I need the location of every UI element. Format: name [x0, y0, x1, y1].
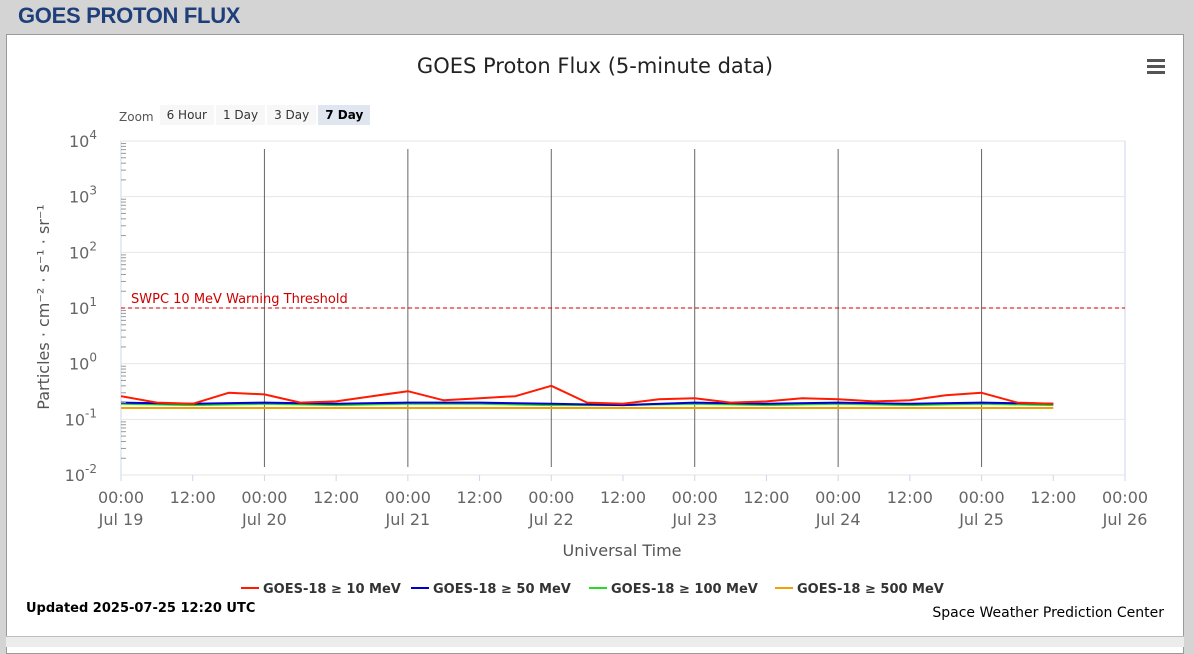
y-tick-label: 10-1 [65, 406, 97, 429]
x-tick-label: 00:00 [1102, 488, 1148, 507]
x-date-label: Jul 23 [671, 510, 717, 529]
x-tick-label: 00:00 [98, 488, 144, 507]
legend: GOES-18 ≥ 10 MeV GOES-18 ≥ 50 MeV GOES-18 … [241, 582, 944, 597]
y-tick-label: 10-2 [65, 462, 97, 485]
y-axis-title: Particles · cm⁻² · s⁻¹ · sr⁻¹ [34, 204, 53, 409]
x-tick-label: 00:00 [815, 488, 861, 507]
threshold-layer: SWPC 10 MeV Warning Threshold [121, 292, 1125, 309]
x-tick-label: 12:00 [170, 488, 216, 507]
x-tick-label: 00:00 [528, 488, 574, 507]
page-header: GOES PROTON FLUX [0, 0, 1194, 33]
y-tick-label: 100 [69, 351, 97, 374]
x-axis-title: Universal Time [562, 541, 681, 560]
zoom-1-day-button[interactable]: 1 Day [215, 105, 266, 125]
zoom-label: Zoom [119, 110, 154, 124]
zoom-7-day-button[interactable]: 7 Day [318, 105, 371, 125]
legend-item: GOES-18 ≥ 50 MeV [433, 582, 571, 597]
x-tick-label: 12:00 [1030, 488, 1076, 507]
chart-title: GOES Proton Flux (5-minute data) [417, 54, 773, 78]
credit-text: Space Weather Prediction Center [932, 605, 1164, 621]
x-tick-label: 12:00 [743, 488, 789, 507]
bottom-strip [6, 636, 1184, 647]
page-title: GOES PROTON FLUX [18, 3, 241, 28]
x-tick-label: 12:00 [457, 488, 503, 507]
x-tick-label: 12:00 [887, 488, 933, 507]
legend-item: GOES-18 ≥ 100 MeV [611, 582, 758, 597]
x-tick-label: 12:00 [313, 488, 359, 507]
y-tick-label: 102 [69, 239, 97, 262]
legend-item: GOES-18 ≥ 500 MeV [797, 582, 944, 597]
axes: 10-2 10-1 100 101 102 103 104 00:00 Jul 19 12:00 0… [65, 128, 1148, 529]
series-line [120, 384, 1054, 405]
hamburger-menu-icon[interactable] [1145, 59, 1167, 77]
chart-panel: GOES Proton Flux (5-minute data) SWPC 10… [6, 34, 1184, 654]
zoom-3-day-button[interactable]: 3 Day [267, 105, 317, 125]
x-date-label: Jul 25 [958, 510, 1004, 529]
proton-flux-chart: GOES Proton Flux (5-minute data) SWPC 10… [34, 54, 1148, 597]
y-tick-label: 101 [69, 295, 97, 318]
x-date-label: Jul 20 [241, 510, 287, 529]
y-tick-label: 103 [69, 184, 97, 207]
x-date-label: Jul 22 [528, 510, 574, 529]
x-date-label: Jul 19 [98, 510, 144, 529]
threshold-label: SWPC 10 MeV Warning Threshold [131, 292, 348, 307]
zoom-6-hour-button[interactable]: 6 Hour [159, 105, 214, 125]
x-date-label: Jul 21 [384, 510, 430, 529]
series-layer [120, 384, 1054, 409]
x-date-label: Jul 26 [1102, 510, 1148, 529]
x-tick-label: 12:00 [600, 488, 646, 507]
x-date-label: Jul 24 [815, 510, 861, 529]
y-tick-label: 104 [69, 128, 97, 151]
x-tick-label: 00:00 [672, 488, 718, 507]
x-tick-label: 00:00 [959, 488, 1005, 507]
legend-item: GOES-18 ≥ 10 MeV [263, 582, 401, 597]
updated-timestamp: Updated 2025-07-25 12:20 UTC [26, 601, 256, 616]
zoom-bar: Zoom 6 Hour 1 Day 3 Day 7 Day [119, 103, 372, 127]
x-tick-label: 00:00 [241, 488, 287, 507]
x-tick-label: 00:00 [385, 488, 431, 507]
series-line [120, 401, 1054, 407]
